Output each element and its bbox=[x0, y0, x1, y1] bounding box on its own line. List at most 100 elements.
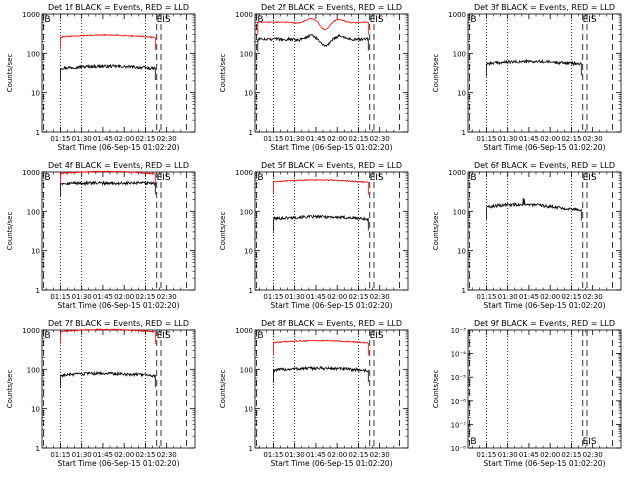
y-tick-label: 100 bbox=[240, 50, 253, 58]
y-axis-label: Counts/sec bbox=[219, 212, 227, 251]
plot-frame bbox=[467, 171, 622, 291]
events-series-line bbox=[486, 197, 582, 221]
x-tick-label: 01:30 bbox=[285, 451, 305, 459]
events-series-line bbox=[273, 365, 369, 383]
y-axis-label: Counts/sec bbox=[432, 212, 440, 251]
y-tick-label: 1 bbox=[249, 287, 253, 295]
event-marker-eis: EIS bbox=[583, 437, 597, 447]
y-tick-label: 10 bbox=[31, 90, 40, 98]
event-marker-eis: EIS bbox=[370, 331, 384, 341]
panel-title: Det 2f BLACK = Events, RED = LLD bbox=[261, 3, 402, 12]
panel-9: Det 9f BLACK = Events, RED = LLD 10⁻⁸ 10⁻⁷… bbox=[432, 319, 622, 468]
x-tick-label: 01:30 bbox=[498, 293, 518, 301]
x-tick-label: 02:00 bbox=[540, 451, 560, 459]
x-tick-label: 02:00 bbox=[114, 293, 134, 301]
x-tick-label: 02:00 bbox=[327, 293, 347, 301]
x-tick-label: 01:15 bbox=[50, 135, 70, 143]
event-marker-eis: EIS bbox=[583, 15, 597, 25]
y-axis-label: Counts/sec bbox=[219, 54, 227, 93]
x-tick-label: 01:30 bbox=[72, 451, 92, 459]
y-tick-label: 10⁻⁷ bbox=[451, 421, 467, 429]
lld-series-line bbox=[273, 179, 369, 195]
y-tick-label: 100 bbox=[240, 366, 253, 374]
y-tick-label: 10⁻⁶ bbox=[451, 398, 467, 406]
y-tick-label: 1000 bbox=[22, 169, 40, 177]
x-tick-label: 02:30 bbox=[370, 451, 390, 459]
x-tick-label: 01:30 bbox=[285, 293, 305, 301]
events-series-line bbox=[273, 214, 369, 232]
panel-4: Det 4f BLACK = Events, RED = LLD 1 10 100 10… bbox=[6, 161, 196, 310]
x-tick-label: 01:45 bbox=[93, 451, 113, 459]
panel-title: Det 3f BLACK = Events, RED = LLD bbox=[474, 3, 615, 12]
plot-frame bbox=[41, 329, 196, 449]
x-tick-label: 01:30 bbox=[498, 135, 518, 143]
y-tick-label: 100 bbox=[453, 208, 466, 216]
x-tick-label: 02:15 bbox=[348, 293, 368, 301]
panel-title: Det 5f BLACK = Events, RED = LLD bbox=[261, 161, 402, 170]
x-tick-label: 01:45 bbox=[519, 451, 539, 459]
panel-6: Det 6f BLACK = Events, RED = LLD 1 10 100 10… bbox=[432, 161, 622, 310]
x-tick-label: 02:15 bbox=[348, 451, 368, 459]
y-tick-label: 1000 bbox=[448, 11, 466, 19]
y-tick-label: 10 bbox=[244, 248, 253, 256]
event-marker-b: B bbox=[44, 15, 50, 25]
y-tick-label: 1 bbox=[36, 445, 40, 453]
panel-title: Det 1f BLACK = Events, RED = LLD bbox=[48, 3, 189, 12]
x-tick-label: 02:30 bbox=[157, 451, 177, 459]
event-marker-eis: EIS bbox=[157, 331, 171, 341]
x-axis-label: Start Time (06-Sep-15 01:02:20) bbox=[484, 459, 606, 468]
events-series-line bbox=[60, 180, 156, 196]
event-marker-b: B bbox=[470, 173, 476, 183]
x-tick-label: 01:45 bbox=[306, 293, 326, 301]
x-tick-label: 01:30 bbox=[72, 135, 92, 143]
panel-title: Det 7f BLACK = Events, RED = LLD bbox=[48, 319, 189, 328]
x-axis-label: Start Time (06-Sep-15 01:02:20) bbox=[58, 301, 180, 310]
event-marker-b: B bbox=[470, 15, 476, 25]
y-tick-label: 1000 bbox=[235, 11, 253, 19]
plot-frame bbox=[254, 13, 409, 133]
y-tick-label: 100 bbox=[27, 366, 40, 374]
event-marker-b: B bbox=[257, 173, 263, 183]
y-tick-label: 1000 bbox=[235, 169, 253, 177]
lld-series-line bbox=[60, 328, 156, 345]
x-axis-label: Start Time (06-Sep-15 01:02:20) bbox=[58, 143, 180, 152]
panel-title: Det 8f BLACK = Events, RED = LLD bbox=[261, 319, 402, 328]
x-axis-label: Start Time (06-Sep-15 01:02:20) bbox=[58, 459, 180, 468]
panel-5: Det 5f BLACK = Events, RED = LLD 1 10 100 10… bbox=[219, 161, 409, 310]
x-tick-label: 02:00 bbox=[114, 135, 134, 143]
x-tick-label: 01:30 bbox=[498, 451, 518, 459]
plot-frame bbox=[254, 171, 409, 291]
x-tick-label: 02:00 bbox=[114, 451, 134, 459]
y-tick-label: 10⁻⁴ bbox=[451, 351, 467, 359]
y-tick-label: 1 bbox=[36, 287, 40, 295]
y-tick-label: 1000 bbox=[22, 11, 40, 19]
x-tick-label: 01:30 bbox=[285, 135, 305, 143]
event-marker-eis: EIS bbox=[370, 15, 384, 25]
x-tick-label: 01:15 bbox=[476, 135, 496, 143]
y-axis-label: Counts/sec bbox=[6, 212, 14, 251]
plot-frame bbox=[254, 329, 409, 449]
plot-frame bbox=[467, 13, 622, 133]
panel-title: Det 9f BLACK = Events, RED = LLD bbox=[474, 319, 615, 328]
y-tick-label: 1000 bbox=[22, 327, 40, 335]
y-tick-label: 1 bbox=[462, 287, 466, 295]
event-marker-eis: EIS bbox=[583, 173, 597, 183]
x-tick-label: 02:30 bbox=[370, 135, 390, 143]
plot-frame bbox=[467, 329, 622, 449]
x-tick-label: 01:45 bbox=[306, 451, 326, 459]
x-tick-label: 01:15 bbox=[50, 451, 70, 459]
x-axis-label: Start Time (06-Sep-15 01:02:20) bbox=[271, 143, 393, 152]
lld-series-line bbox=[273, 339, 369, 356]
event-marker-b: B bbox=[257, 15, 263, 25]
lld-series-line bbox=[60, 33, 156, 50]
panel-title: Det 6f BLACK = Events, RED = LLD bbox=[474, 161, 615, 170]
y-tick-label: 100 bbox=[27, 50, 40, 58]
x-tick-label: 02:30 bbox=[583, 451, 603, 459]
y-tick-label: 1 bbox=[36, 129, 40, 137]
event-marker-eis: EIS bbox=[370, 173, 384, 183]
event-marker-eis: EIS bbox=[157, 173, 171, 183]
y-tick-label: 10⁻⁸ bbox=[451, 445, 467, 453]
panel-8: Det 8f BLACK = Events, RED = LLD 1 10 100 10… bbox=[219, 319, 409, 468]
y-tick-label: 100 bbox=[240, 208, 253, 216]
